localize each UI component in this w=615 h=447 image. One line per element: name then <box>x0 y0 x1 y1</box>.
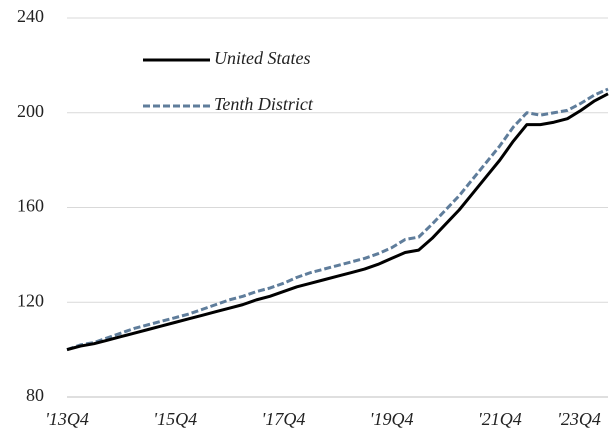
line-series <box>66 87 609 352</box>
line-series <box>66 92 609 352</box>
x-tick-label: '15Q4 <box>153 409 197 429</box>
x-tick-label: '19Q4 <box>370 409 414 429</box>
y-tick-label: 240 <box>17 6 44 26</box>
y-tick-label: 200 <box>17 101 44 121</box>
x-tick-label: '21Q4 <box>478 409 522 429</box>
y-tick-label: 160 <box>17 196 44 216</box>
legend-label: United States <box>214 48 311 68</box>
x-tick-label: '23Q4 <box>557 409 601 429</box>
legend-label: Tenth District <box>214 94 314 114</box>
x-tick-label: '17Q4 <box>261 409 305 429</box>
y-tick-label: 80 <box>26 385 44 405</box>
x-tick-label: '13Q4 <box>45 409 89 429</box>
y-tick-label: 120 <box>17 290 44 310</box>
